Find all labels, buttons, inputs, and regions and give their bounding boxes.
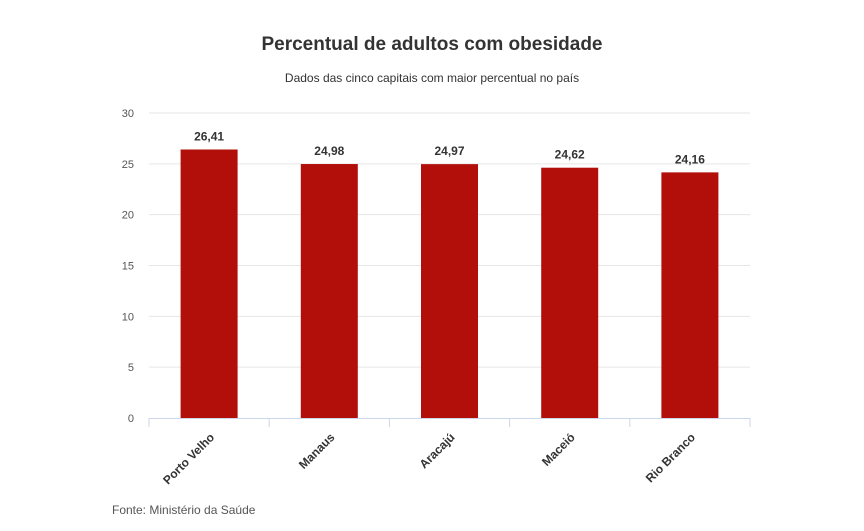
source-note: Fonte: Ministério da Saúde [112, 503, 256, 517]
chart-title: Percentual de adultos com obesidade [261, 34, 603, 55]
data-label: 24,97 [434, 144, 464, 158]
bar [541, 167, 599, 418]
x-category-label: Aracajú [417, 430, 458, 471]
x-category-label: Manaus [296, 430, 338, 472]
bar-chart: 0 5 10 15 20 25 30 26,41 24,98 24,97 24,62 24,16 P… [122, 108, 751, 487]
x-axis [148, 418, 751, 427]
x-category-label: Maceió [539, 430, 578, 469]
bar [180, 149, 238, 418]
bar [300, 164, 358, 418]
chart-subtitle: Dados das cinco capitais com maior perce… [284, 71, 580, 85]
data-label: 26,41 [194, 129, 224, 143]
data-label: 24,62 [555, 148, 585, 162]
data-label: 24,98 [314, 144, 344, 158]
y-tick-label: 20 [122, 210, 134, 222]
y-tick-label: 0 [128, 413, 134, 425]
x-axis-categories: Porto Velho Manaus Aracajú Maceió Rio Branco [160, 430, 698, 487]
y-tick-label: 10 [122, 311, 134, 323]
y-tick-label: 15 [122, 261, 134, 273]
x-category-label: Porto Velho [160, 430, 217, 487]
x-category-label: Rio Branco [643, 430, 698, 485]
bars [180, 149, 719, 418]
bar [421, 164, 478, 418]
y-tick-label: 25 [122, 159, 134, 171]
y-tick-label: 30 [122, 108, 134, 120]
data-label: 24,16 [675, 152, 705, 166]
bar [661, 172, 719, 418]
y-axis-ticks: 0 5 10 15 20 25 30 [122, 108, 134, 425]
y-tick-label: 5 [128, 362, 134, 374]
data-labels: 26,41 24,98 24,97 24,62 24,16 [194, 129, 705, 166]
